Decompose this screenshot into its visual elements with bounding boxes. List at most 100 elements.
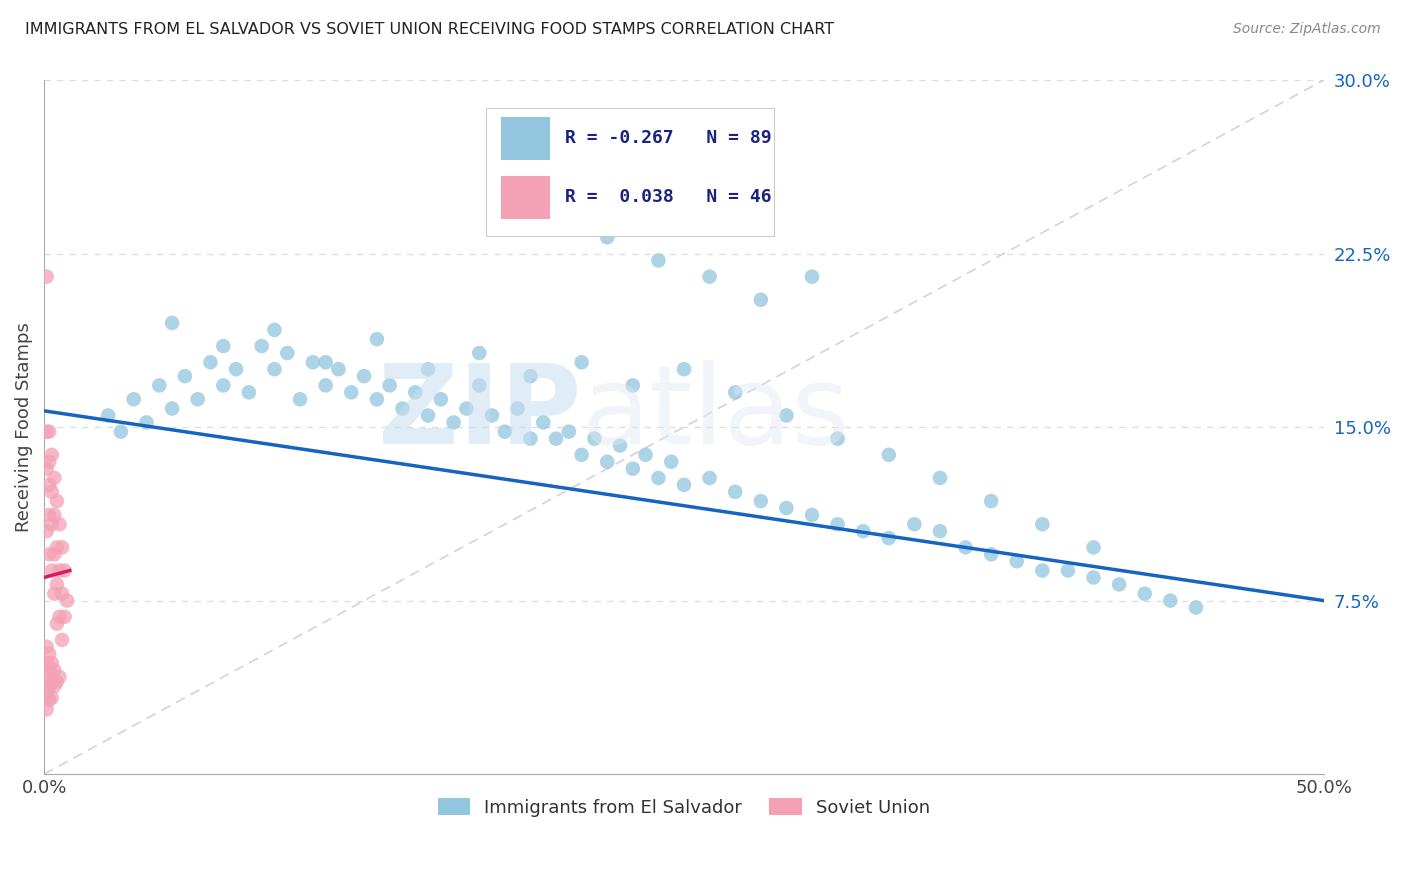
Point <box>1083 570 1105 584</box>
Point <box>38 508 60 522</box>
Point <box>38 663 60 677</box>
Point <box>1031 517 1053 532</box>
Point <box>468 346 491 360</box>
Text: Source: ZipAtlas.com: Source: ZipAtlas.com <box>1233 22 1381 37</box>
Point <box>135 416 157 430</box>
Point <box>621 378 644 392</box>
Point <box>97 409 120 423</box>
Point <box>45 494 67 508</box>
Point <box>1108 577 1130 591</box>
Point <box>544 432 567 446</box>
Point <box>672 362 695 376</box>
Point <box>775 409 797 423</box>
Point <box>1057 564 1080 578</box>
Point <box>328 362 350 376</box>
Point <box>391 401 413 416</box>
Point <box>212 378 235 392</box>
Point <box>250 339 273 353</box>
Point <box>160 316 183 330</box>
Point <box>647 471 669 485</box>
Point <box>35 524 58 538</box>
Point <box>315 378 337 392</box>
Point <box>45 577 67 591</box>
Point <box>41 517 63 532</box>
Point <box>699 269 721 284</box>
Point <box>44 471 66 485</box>
Point <box>468 378 491 392</box>
Point <box>41 674 63 689</box>
Point <box>481 409 503 423</box>
Point <box>315 355 337 369</box>
Text: atlas: atlas <box>582 359 851 467</box>
Point <box>749 293 772 307</box>
Point <box>53 609 76 624</box>
Point <box>955 541 977 555</box>
Point <box>200 355 222 369</box>
Point <box>51 587 73 601</box>
Point <box>366 332 388 346</box>
Point <box>443 416 465 430</box>
Point <box>980 547 1002 561</box>
Point <box>35 686 58 700</box>
Point <box>276 346 298 360</box>
Point <box>45 674 67 689</box>
Point <box>519 432 541 446</box>
Point <box>583 432 606 446</box>
Point <box>596 230 619 244</box>
Point <box>38 478 60 492</box>
Point <box>659 455 682 469</box>
Point <box>56 593 79 607</box>
Point <box>41 564 63 578</box>
Point <box>621 461 644 475</box>
Point <box>494 425 516 439</box>
Point <box>724 484 747 499</box>
Point <box>416 409 439 423</box>
Point <box>160 401 183 416</box>
Point <box>1185 600 1208 615</box>
Point <box>35 269 58 284</box>
Point <box>609 439 631 453</box>
Point <box>456 401 478 416</box>
Text: R = -0.267   N = 89: R = -0.267 N = 89 <box>565 129 772 147</box>
Point <box>519 369 541 384</box>
Point <box>634 448 657 462</box>
Point <box>38 679 60 693</box>
Point <box>51 632 73 647</box>
Point <box>801 269 824 284</box>
Point <box>877 448 900 462</box>
Point <box>366 392 388 407</box>
Point <box>263 362 285 376</box>
Point <box>404 385 426 400</box>
Point <box>38 547 60 561</box>
Point <box>35 461 58 475</box>
Point <box>187 392 209 407</box>
Point <box>44 547 66 561</box>
Point <box>353 369 375 384</box>
Point <box>263 323 285 337</box>
Point <box>212 339 235 353</box>
Point <box>44 679 66 693</box>
Point <box>827 517 849 532</box>
Point <box>35 670 58 684</box>
FancyBboxPatch shape <box>501 176 550 219</box>
Point <box>430 392 453 407</box>
Point <box>35 425 58 439</box>
FancyBboxPatch shape <box>485 108 773 236</box>
Point <box>35 702 58 716</box>
Point <box>775 501 797 516</box>
Legend: Immigrants from El Salvador, Soviet Union: Immigrants from El Salvador, Soviet Unio… <box>430 791 938 824</box>
Point <box>41 484 63 499</box>
Point <box>416 362 439 376</box>
Point <box>1083 541 1105 555</box>
Point <box>506 401 529 416</box>
Point <box>378 378 401 392</box>
Point <box>44 508 66 522</box>
Point <box>225 362 247 376</box>
Point <box>596 455 619 469</box>
Text: R =  0.038   N = 46: R = 0.038 N = 46 <box>565 188 772 206</box>
Point <box>571 448 593 462</box>
Point <box>558 425 581 439</box>
Point <box>44 587 66 601</box>
Point <box>852 524 875 538</box>
Point <box>173 369 195 384</box>
